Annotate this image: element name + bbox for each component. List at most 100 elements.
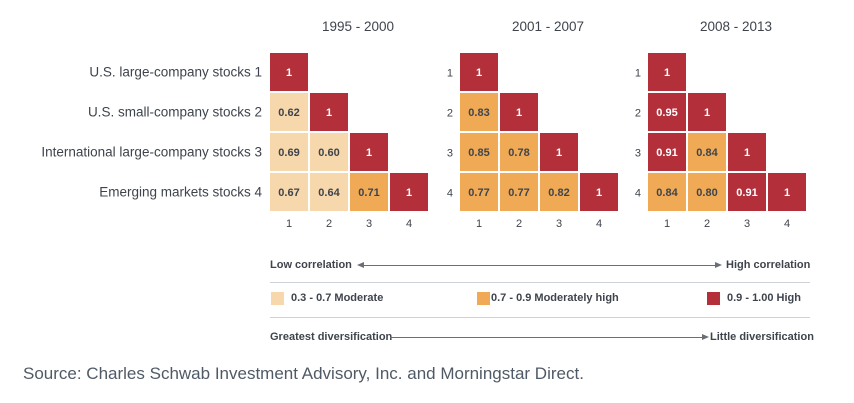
row-label: U.S. large-company stocks 1 bbox=[89, 65, 262, 80]
cell-value: 0.62 bbox=[278, 107, 299, 119]
cell-value: 0.67 bbox=[278, 187, 299, 199]
heatmap-cell bbox=[648, 133, 686, 171]
greatest-diversification-label: Greatest diversification bbox=[270, 331, 393, 343]
column-label: 1 bbox=[286, 218, 292, 230]
cell-value: 0.69 bbox=[278, 147, 299, 159]
cell-value: 0.91 bbox=[656, 147, 677, 159]
cell-value: 0.64 bbox=[318, 187, 340, 199]
cell-value: 0.78 bbox=[508, 147, 529, 159]
row-label: 1 bbox=[447, 68, 453, 80]
cell-value: 1 bbox=[556, 147, 562, 159]
row-label: 3 bbox=[447, 148, 453, 160]
heatmap-cell bbox=[270, 173, 308, 211]
column-label: 4 bbox=[596, 218, 602, 230]
divider bbox=[270, 282, 810, 283]
heatmap-cell bbox=[460, 93, 498, 131]
heatmap-cell bbox=[310, 173, 348, 211]
row-label: U.S. small-company stocks 2 bbox=[88, 105, 262, 120]
row-label: 2 bbox=[635, 108, 641, 120]
legend-swatch-moderately-high bbox=[477, 292, 490, 305]
row-label: 1 bbox=[635, 68, 641, 80]
diversification-arrow-line bbox=[390, 337, 702, 338]
row-label: Emerging markets stocks 4 bbox=[99, 185, 262, 200]
correlation-heatmaps: 1995 - 2000 U.S. large-company stocks 1 1 U… bbox=[41, 19, 806, 230]
column-label: 2 bbox=[704, 218, 710, 230]
heatmap-cell bbox=[768, 173, 806, 211]
cell-value: 1 bbox=[406, 187, 412, 199]
column-label: 3 bbox=[556, 218, 562, 230]
heatmap-cell bbox=[310, 93, 348, 131]
legend-label-moderate: 0.3 - 0.7 Moderate bbox=[291, 292, 384, 304]
legend-swatch-moderate bbox=[271, 292, 284, 305]
cell-value: 0.77 bbox=[468, 187, 489, 199]
legend-swatch-high bbox=[707, 292, 720, 305]
cell-value: 1 bbox=[476, 67, 482, 79]
heatmap-cell bbox=[688, 173, 726, 211]
cell-value: 0.95 bbox=[656, 107, 677, 119]
correlation-arrow-line bbox=[360, 265, 715, 266]
cell-value: 0.84 bbox=[656, 187, 678, 199]
arrow-right-icon bbox=[702, 334, 709, 340]
source-note: Source: Charles Schwab Investment Adviso… bbox=[23, 364, 584, 383]
heatmap-cell bbox=[460, 173, 498, 211]
cell-value: 1 bbox=[516, 107, 522, 119]
column-label: 1 bbox=[664, 218, 670, 230]
column-label: 3 bbox=[744, 218, 750, 230]
low-correlation-label: Low correlation bbox=[270, 259, 352, 271]
row-label: International large-company stocks 3 bbox=[41, 145, 262, 160]
heatmap-cell bbox=[270, 53, 308, 91]
arrow-right-icon bbox=[715, 262, 722, 268]
cell-value: 0.77 bbox=[508, 187, 529, 199]
legend-label-high: 0.9 - 1.00 High bbox=[727, 292, 801, 304]
column-label: 1 bbox=[476, 218, 482, 230]
cell-value: 0.82 bbox=[548, 187, 569, 199]
cell-value: 1 bbox=[744, 147, 750, 159]
heatmap-panel-1: 1995 - 2000 U.S. large-company stocks 1 1 U… bbox=[41, 19, 428, 230]
heatmap-cell bbox=[350, 133, 388, 171]
cell-value: 1 bbox=[664, 67, 670, 79]
heatmap-cell bbox=[500, 93, 538, 131]
heatmap-cell bbox=[648, 93, 686, 131]
heatmap-cell bbox=[648, 173, 686, 211]
heatmap-cell bbox=[540, 133, 578, 171]
row-label: 3 bbox=[635, 148, 641, 160]
column-label: 4 bbox=[406, 218, 412, 230]
cell-value: 0.71 bbox=[358, 187, 379, 199]
column-label: 2 bbox=[516, 218, 522, 230]
high-correlation-label: High correlation bbox=[726, 259, 811, 271]
heatmap-cell bbox=[390, 173, 428, 211]
divider bbox=[270, 317, 810, 318]
column-label: 3 bbox=[366, 218, 372, 230]
heatmap-cell bbox=[728, 133, 766, 171]
cell-value: 0.91 bbox=[736, 187, 757, 199]
cell-value: 0.60 bbox=[318, 147, 339, 159]
cell-value: 0.80 bbox=[696, 187, 717, 199]
cell-value: 1 bbox=[326, 107, 332, 119]
heatmap-cell bbox=[688, 93, 726, 131]
cell-value: 0.84 bbox=[696, 147, 718, 159]
cell-value: 1 bbox=[596, 187, 602, 199]
heatmap-cell bbox=[460, 133, 498, 171]
column-label: 4 bbox=[784, 218, 790, 230]
row-label: 4 bbox=[447, 188, 453, 200]
cell-value: 1 bbox=[704, 107, 710, 119]
row-label: 2 bbox=[447, 108, 453, 120]
heatmap-cell bbox=[270, 133, 308, 171]
little-diversification-label: Little diversification bbox=[710, 331, 814, 343]
heatmap-cell bbox=[648, 53, 686, 91]
heatmap-cell bbox=[500, 173, 538, 211]
heatmap-cell bbox=[500, 133, 538, 171]
cell-value: 1 bbox=[784, 187, 790, 199]
legend-label-moderately-high: 0.7 - 0.9 Moderately high bbox=[491, 292, 619, 304]
heatmap-cell bbox=[460, 53, 498, 91]
cell-value: 1 bbox=[286, 67, 292, 79]
panel-title: 2001 - 2007 bbox=[512, 19, 584, 34]
cell-value: 0.85 bbox=[468, 147, 489, 159]
cell-value: 1 bbox=[366, 147, 372, 159]
heatmap-panel-3: 2008 - 2013 1 1 2 0.95 1 3 0.91 0.84 1 4 0.84 0.80 0.… bbox=[635, 19, 806, 230]
panel-title: 2008 - 2013 bbox=[700, 19, 772, 34]
column-label: 2 bbox=[326, 218, 332, 230]
row-label: 4 bbox=[635, 188, 641, 200]
heatmap-cell bbox=[540, 173, 578, 211]
heatmap-panel-2: 2001 - 2007 1 1 2 0.83 1 3 0.85 0.78 1 4 0.77 0.77 0.… bbox=[447, 19, 618, 230]
